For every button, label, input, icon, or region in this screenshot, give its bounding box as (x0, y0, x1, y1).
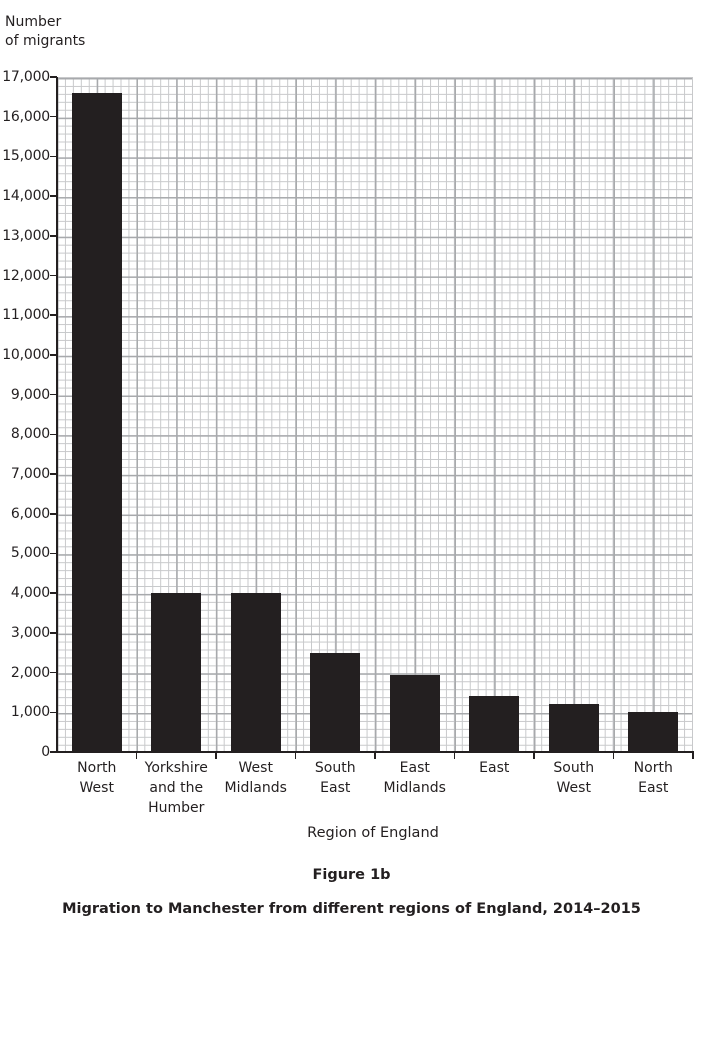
y-tick-label: 15,000 (2, 148, 50, 165)
x-tick-mark (533, 752, 535, 759)
y-tick-mark (50, 632, 57, 634)
y-tick-mark (50, 592, 57, 594)
bar-east (469, 696, 520, 752)
x-category-label: North West (57, 758, 137, 798)
y-tick-mark (50, 314, 57, 316)
x-category-label-line: Yorkshire (144, 760, 208, 776)
y-tick-label: 1,000 (10, 704, 50, 721)
y-tick-label: 5,000 (10, 545, 50, 562)
x-category-label: North East (613, 758, 693, 798)
y-tick-label: 9,000 (10, 386, 50, 403)
x-category-label: East Midlands (375, 758, 455, 798)
y-tick-label: 13,000 (2, 227, 50, 244)
y-tick-label: 10,000 (2, 346, 50, 363)
y-tick-mark (50, 711, 57, 714)
x-category-label-line: Midlands (224, 780, 287, 796)
y-tick-mark (50, 115, 57, 118)
x-category-label-line: West (556, 780, 591, 796)
y-tick-mark (50, 76, 57, 78)
y-tick-label: 3,000 (10, 624, 50, 641)
x-tick-mark (294, 752, 297, 759)
bar-east-midlands (389, 674, 440, 752)
y-tick-label: 14,000 (2, 188, 50, 205)
y-tick-mark (50, 552, 57, 555)
x-category-label: Yorkshire and the Humber (136, 758, 216, 818)
x-axis-title: Region of England (307, 825, 439, 841)
bar-north-east (628, 712, 679, 752)
y-tick-mark (50, 195, 57, 197)
x-category-label-line: North (633, 760, 673, 776)
y-tick-mark (50, 513, 57, 515)
bar-yorkshire-and-the-humber (151, 593, 202, 752)
x-tick-mark (135, 752, 138, 759)
x-category-label-line: South (553, 760, 595, 776)
figure-label: Figure 1b (312, 867, 391, 883)
x-tick-mark (612, 752, 615, 759)
y-tick-mark (50, 155, 57, 158)
x-category-label-line: and the (149, 780, 204, 796)
y-tick-label: 16,000 (2, 108, 50, 125)
x-tick-mark (215, 752, 217, 759)
x-category-label-line: North (77, 760, 117, 776)
y-tick-mark (50, 433, 57, 436)
y-tick-mark (50, 274, 57, 277)
x-category-label-line: Humber (148, 800, 205, 816)
y-tick-mark (50, 235, 57, 237)
y-tick-label: 7,000 (10, 466, 50, 483)
y-axis-line (56, 77, 58, 753)
y-tick-label: 8,000 (10, 426, 50, 443)
y-axis-title-line: Number (5, 14, 62, 30)
x-category-label-line: East (320, 780, 351, 796)
y-tick-label: 0 (41, 744, 50, 760)
x-category-label: South West (534, 758, 614, 798)
y-tick-label: 4,000 (10, 585, 50, 602)
y-tick-mark (50, 751, 57, 753)
x-tick-mark (374, 752, 376, 759)
x-category-label-line: Midlands (383, 780, 446, 796)
y-axis-title-line: of migrants (5, 33, 86, 49)
x-tick-mark (692, 752, 694, 759)
y-tick-label: 12,000 (2, 267, 50, 284)
bar-north-west (71, 92, 122, 752)
y-tick-label: 6,000 (10, 505, 50, 522)
y-tick-mark (50, 671, 57, 674)
x-category-label-line: South (314, 760, 356, 776)
y-tick-label: 2,000 (10, 664, 50, 681)
x-category-label-line: East (638, 780, 669, 796)
y-tick-mark (50, 473, 57, 475)
bar-south-east (310, 652, 361, 752)
x-category-label: West Midlands (216, 758, 296, 798)
x-tick-mark (453, 752, 456, 759)
x-category-label: South East (295, 758, 375, 798)
y-tick-mark (50, 354, 57, 356)
y-tick-label: 11,000 (2, 307, 50, 324)
x-category-label-line: East (399, 760, 430, 776)
x-category-label: East (454, 758, 534, 778)
bar-south-west (548, 704, 599, 752)
y-tick-label: 17,000 (2, 69, 50, 85)
y-tick-mark (50, 393, 57, 396)
bar-west-midlands (230, 593, 281, 752)
chart-title: Migration to Manchester from different r… (62, 901, 641, 917)
y-axis-title: Number of migrants (5, 13, 85, 51)
x-category-label-line: East (479, 760, 510, 776)
x-category-label-line: West (238, 760, 273, 776)
x-category-label-line: West (79, 780, 114, 796)
